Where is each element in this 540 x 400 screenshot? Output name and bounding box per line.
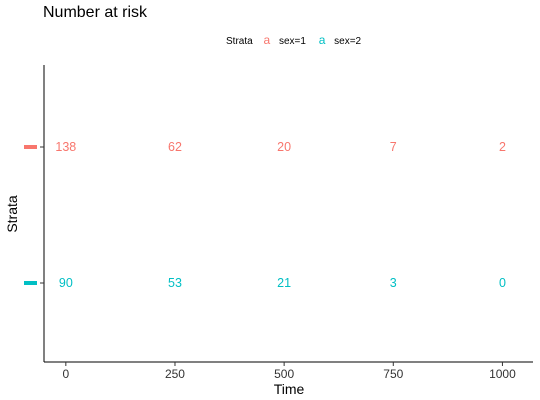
risk-count-label: 138 <box>55 140 76 154</box>
x-tick-label: 0 <box>62 367 69 381</box>
x-tick-label: 1000 <box>489 367 516 381</box>
risk-count-label: 7 <box>390 140 397 154</box>
y-axis-title: Strata <box>4 195 20 233</box>
strata-key-sex=2 <box>24 281 37 285</box>
risk-count-label: 3 <box>390 276 397 290</box>
risk-count-label: 2 <box>499 140 506 154</box>
risk-count-label: 0 <box>499 276 506 290</box>
legend-label-sex2: sex=2 <box>334 36 362 47</box>
legend: Strata a sex=1 a sex=2 <box>226 33 371 47</box>
x-axis-title: Time <box>274 381 305 397</box>
x-tick-label: 250 <box>165 367 185 381</box>
legend-key-sex2: a <box>318 33 326 47</box>
risk-count-label: 90 <box>59 276 73 290</box>
x-tick-label: 750 <box>383 367 403 381</box>
x-tick-label: 500 <box>274 367 294 381</box>
legend-key-sex1: a <box>263 33 271 47</box>
legend-title: Strata <box>226 36 253 47</box>
strata-key-sex=1 <box>24 145 37 149</box>
risk-count-label: 20 <box>277 140 291 154</box>
risk-count-label: 62 <box>168 140 182 154</box>
risk-rows: 138 62 20 7 2 90 53 21 3 0 <box>24 140 506 290</box>
x-ticks: 0 250 500 750 1000 <box>62 362 516 381</box>
risk-count-label: 53 <box>168 276 182 290</box>
chart-title: Number at risk <box>43 4 148 21</box>
risk-count-label: 21 <box>277 276 291 290</box>
legend-label-sex1: sex=1 <box>278 36 306 47</box>
